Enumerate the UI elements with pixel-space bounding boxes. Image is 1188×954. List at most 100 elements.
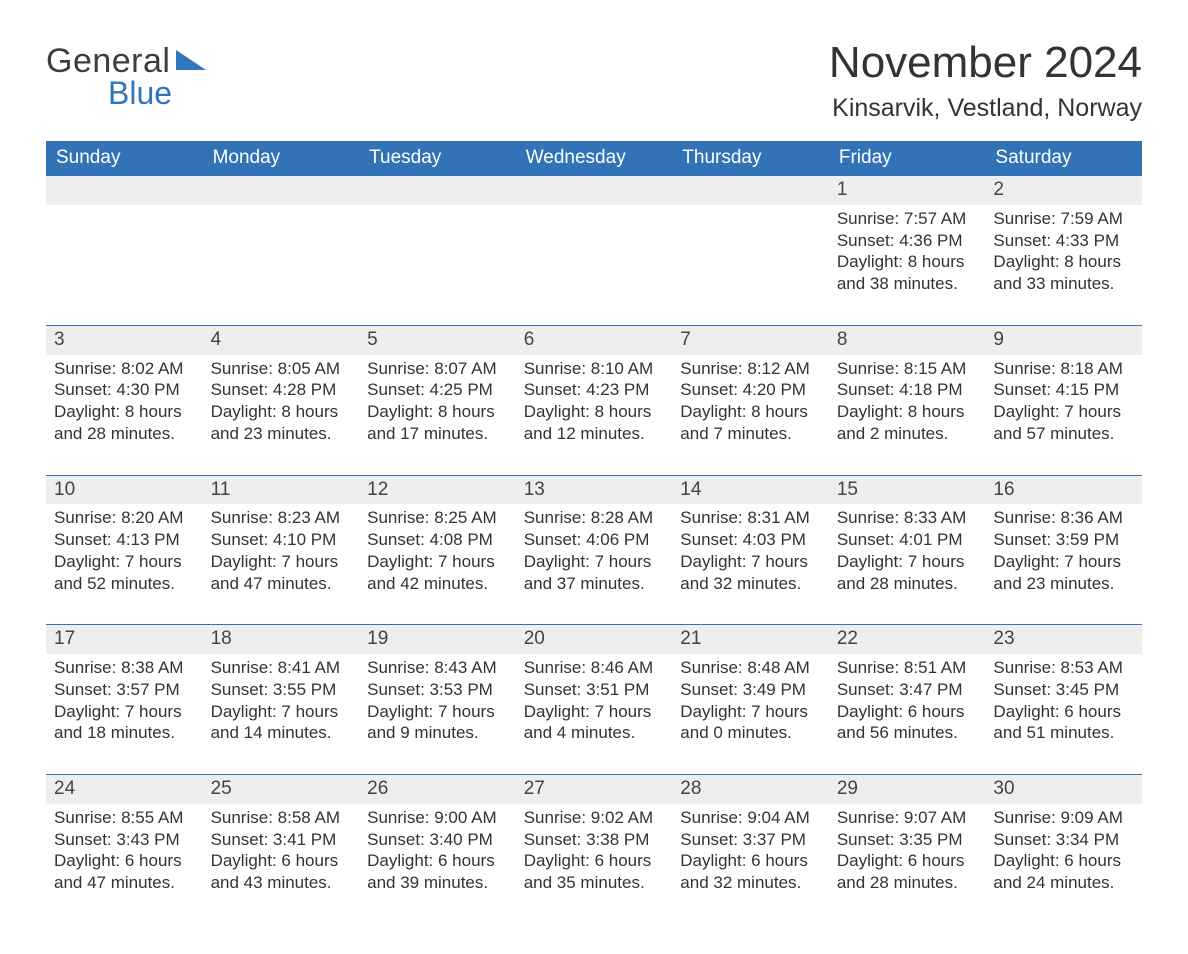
calendar-day	[359, 176, 516, 325]
calendar-week: 1Sunrise: 7:57 AMSunset: 4:36 PMDaylight…	[46, 176, 1142, 325]
calendar-day: 28Sunrise: 9:04 AMSunset: 3:37 PMDayligh…	[672, 775, 829, 924]
calendar-day: 3Sunrise: 8:02 AMSunset: 4:30 PMDaylight…	[46, 326, 203, 475]
calendar-day: 30Sunrise: 9:09 AMSunset: 3:34 PMDayligh…	[985, 775, 1142, 924]
day-sunrise: Sunrise: 9:00 AM	[367, 807, 508, 829]
day-details: Sunrise: 8:25 AMSunset: 4:08 PMDaylight:…	[359, 504, 516, 594]
day-sunrise: Sunrise: 8:02 AM	[54, 358, 195, 380]
dow-saturday: Saturday	[985, 141, 1142, 176]
logo-text-blue: Blue	[108, 75, 206, 112]
calendar-day: 4Sunrise: 8:05 AMSunset: 4:28 PMDaylight…	[203, 326, 360, 475]
day-sunset: Sunset: 4:03 PM	[680, 529, 821, 551]
day-number: 30	[985, 775, 1142, 804]
calendar-day: 2Sunrise: 7:59 AMSunset: 4:33 PMDaylight…	[985, 176, 1142, 325]
day-details: Sunrise: 8:41 AMSunset: 3:55 PMDaylight:…	[203, 654, 360, 744]
calendar-day: 20Sunrise: 8:46 AMSunset: 3:51 PMDayligh…	[516, 625, 673, 774]
day-dl2: and 2 minutes.	[837, 423, 978, 445]
logo-triangle-icon	[176, 48, 206, 72]
day-dl1: Daylight: 6 hours	[680, 850, 821, 872]
day-number: 25	[203, 775, 360, 804]
calendar-day: 14Sunrise: 8:31 AMSunset: 4:03 PMDayligh…	[672, 476, 829, 625]
day-number: 10	[46, 476, 203, 505]
dow-sunday: Sunday	[46, 141, 203, 176]
day-number: 14	[672, 476, 829, 505]
calendar-day: 16Sunrise: 8:36 AMSunset: 3:59 PMDayligh…	[985, 476, 1142, 625]
day-sunset: Sunset: 4:20 PM	[680, 379, 821, 401]
day-details: Sunrise: 8:38 AMSunset: 3:57 PMDaylight:…	[46, 654, 203, 744]
dow-monday: Monday	[203, 141, 360, 176]
calendar-day: 26Sunrise: 9:00 AMSunset: 3:40 PMDayligh…	[359, 775, 516, 924]
day-sunset: Sunset: 4:30 PM	[54, 379, 195, 401]
day-dl1: Daylight: 6 hours	[211, 850, 352, 872]
calendar-day: 15Sunrise: 8:33 AMSunset: 4:01 PMDayligh…	[829, 476, 986, 625]
day-number	[46, 176, 203, 205]
day-dl2: and 43 minutes.	[211, 872, 352, 894]
day-details: Sunrise: 8:15 AMSunset: 4:18 PMDaylight:…	[829, 355, 986, 445]
day-sunrise: Sunrise: 8:07 AM	[367, 358, 508, 380]
day-details: Sunrise: 9:00 AMSunset: 3:40 PMDaylight:…	[359, 804, 516, 894]
day-sunset: Sunset: 3:59 PM	[993, 529, 1134, 551]
day-dl1: Daylight: 6 hours	[524, 850, 665, 872]
calendar-day: 18Sunrise: 8:41 AMSunset: 3:55 PMDayligh…	[203, 625, 360, 774]
day-dl1: Daylight: 6 hours	[993, 850, 1134, 872]
day-number: 2	[985, 176, 1142, 205]
day-sunrise: Sunrise: 8:48 AM	[680, 657, 821, 679]
day-dl2: and 42 minutes.	[367, 573, 508, 595]
calendar-grid: Sunday Monday Tuesday Wednesday Thursday…	[46, 141, 1142, 924]
day-number: 28	[672, 775, 829, 804]
day-number: 9	[985, 326, 1142, 355]
calendar-day	[672, 176, 829, 325]
day-number: 23	[985, 625, 1142, 654]
day-dl1: Daylight: 8 hours	[367, 401, 508, 423]
day-sunset: Sunset: 4:06 PM	[524, 529, 665, 551]
day-dl1: Daylight: 8 hours	[54, 401, 195, 423]
day-of-week-header: Sunday Monday Tuesday Wednesday Thursday…	[46, 141, 1142, 176]
day-dl1: Daylight: 7 hours	[524, 701, 665, 723]
day-dl1: Daylight: 7 hours	[54, 551, 195, 573]
day-dl2: and 24 minutes.	[993, 872, 1134, 894]
day-details: Sunrise: 8:05 AMSunset: 4:28 PMDaylight:…	[203, 355, 360, 445]
calendar-week: 17Sunrise: 8:38 AMSunset: 3:57 PMDayligh…	[46, 624, 1142, 774]
day-number: 26	[359, 775, 516, 804]
day-dl2: and 35 minutes.	[524, 872, 665, 894]
day-dl2: and 28 minutes.	[837, 872, 978, 894]
day-number: 18	[203, 625, 360, 654]
day-sunset: Sunset: 3:45 PM	[993, 679, 1134, 701]
calendar-day: 5Sunrise: 8:07 AMSunset: 4:25 PMDaylight…	[359, 326, 516, 475]
day-dl2: and 28 minutes.	[54, 423, 195, 445]
day-sunset: Sunset: 4:08 PM	[367, 529, 508, 551]
day-dl2: and 52 minutes.	[54, 573, 195, 595]
calendar-day: 21Sunrise: 8:48 AMSunset: 3:49 PMDayligh…	[672, 625, 829, 774]
day-dl2: and 14 minutes.	[211, 722, 352, 744]
day-sunrise: Sunrise: 7:57 AM	[837, 208, 978, 230]
day-dl2: and 0 minutes.	[680, 722, 821, 744]
day-details: Sunrise: 8:43 AMSunset: 3:53 PMDaylight:…	[359, 654, 516, 744]
day-details: Sunrise: 9:09 AMSunset: 3:34 PMDaylight:…	[985, 804, 1142, 894]
day-dl1: Daylight: 7 hours	[54, 701, 195, 723]
day-sunset: Sunset: 3:35 PM	[837, 829, 978, 851]
day-sunrise: Sunrise: 8:05 AM	[211, 358, 352, 380]
day-details: Sunrise: 8:48 AMSunset: 3:49 PMDaylight:…	[672, 654, 829, 744]
calendar-day	[203, 176, 360, 325]
day-dl2: and 47 minutes.	[54, 872, 195, 894]
day-dl1: Daylight: 6 hours	[54, 850, 195, 872]
calendar-day: 27Sunrise: 9:02 AMSunset: 3:38 PMDayligh…	[516, 775, 673, 924]
calendar-day: 10Sunrise: 8:20 AMSunset: 4:13 PMDayligh…	[46, 476, 203, 625]
day-dl1: Daylight: 7 hours	[680, 551, 821, 573]
day-dl2: and 56 minutes.	[837, 722, 978, 744]
day-details: Sunrise: 7:57 AMSunset: 4:36 PMDaylight:…	[829, 205, 986, 295]
calendar-day: 25Sunrise: 8:58 AMSunset: 3:41 PMDayligh…	[203, 775, 360, 924]
day-number: 11	[203, 476, 360, 505]
day-dl2: and 39 minutes.	[367, 872, 508, 894]
calendar-week: 3Sunrise: 8:02 AMSunset: 4:30 PMDaylight…	[46, 325, 1142, 475]
day-sunrise: Sunrise: 8:36 AM	[993, 507, 1134, 529]
day-dl1: Daylight: 7 hours	[993, 401, 1134, 423]
calendar-week: 10Sunrise: 8:20 AMSunset: 4:13 PMDayligh…	[46, 475, 1142, 625]
day-number: 22	[829, 625, 986, 654]
day-dl1: Daylight: 7 hours	[680, 701, 821, 723]
calendar-day: 6Sunrise: 8:10 AMSunset: 4:23 PMDaylight…	[516, 326, 673, 475]
day-dl1: Daylight: 7 hours	[524, 551, 665, 573]
dow-tuesday: Tuesday	[359, 141, 516, 176]
day-sunrise: Sunrise: 8:51 AM	[837, 657, 978, 679]
day-dl1: Daylight: 8 hours	[837, 251, 978, 273]
day-dl1: Daylight: 8 hours	[211, 401, 352, 423]
